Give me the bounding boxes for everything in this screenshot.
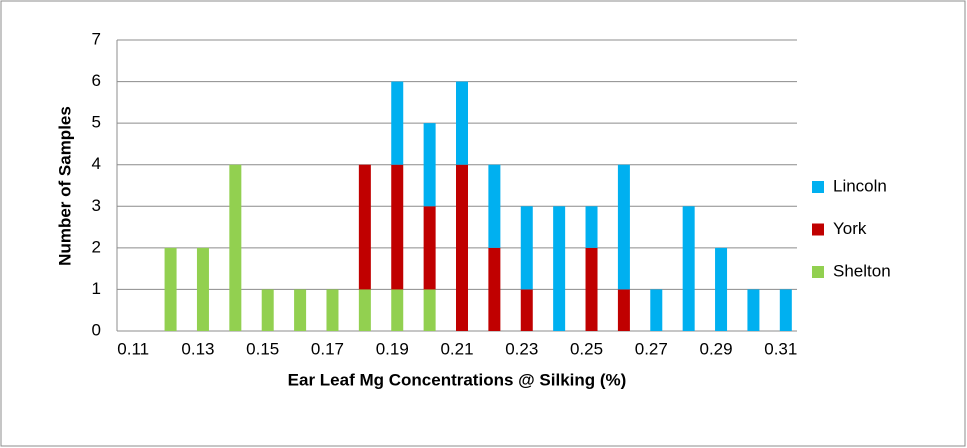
bar-segment [650, 289, 663, 331]
bar-segment [261, 289, 274, 331]
x-tick-label: 0.11 [117, 339, 149, 358]
y-tick-label: 2 [92, 237, 101, 256]
x-axis-label: Ear Leaf Mg Concentrations @ Silking (%) [288, 370, 627, 389]
bar-segment [391, 81, 404, 165]
y-tick-label: 5 [92, 113, 101, 132]
y-axis-label: Number of Samples [55, 106, 74, 266]
x-tick-label: 0.23 [505, 339, 538, 358]
legend-swatch [812, 181, 824, 193]
bar-segment [520, 206, 533, 290]
x-tick-label: 0.27 [635, 339, 668, 358]
x-tick-label: 0.25 [570, 339, 603, 358]
bar-segment [617, 164, 630, 290]
y-tick-label: 6 [92, 71, 101, 90]
bar-segment [196, 247, 209, 331]
bar-segment [164, 247, 177, 331]
bar-segment [229, 164, 242, 331]
x-tick-label: 0.17 [311, 339, 344, 358]
bar-segment [747, 289, 760, 331]
y-tick-label: 4 [92, 154, 101, 173]
bar-segment [488, 164, 501, 248]
bar-segment [391, 164, 404, 290]
bar-segment [423, 123, 436, 207]
bar-segment [358, 164, 371, 290]
bar-segment [553, 206, 566, 331]
bar-segment [456, 164, 468, 331]
bar-segment [358, 289, 371, 331]
bar-segment [294, 289, 307, 331]
legend-swatch [812, 223, 824, 236]
legend-label: Lincoln [833, 176, 887, 195]
bar-segment [391, 289, 404, 331]
bar-segment [488, 247, 501, 331]
bar-segment [715, 247, 728, 331]
bar-segment [617, 289, 630, 331]
bar-segment [423, 289, 436, 331]
bar-segment [520, 289, 533, 331]
bar-segment [585, 247, 598, 331]
bar-segment [326, 289, 339, 331]
legend-label: York [833, 219, 867, 238]
y-tick-label: 7 [92, 29, 101, 48]
y-tick-label: 3 [92, 196, 101, 215]
x-tick-label: 0.19 [376, 339, 409, 358]
x-tick-label: 0.31 [764, 339, 797, 358]
bar-segment [682, 206, 695, 331]
legend-label: Shelton [833, 261, 891, 280]
bar-segment [779, 289, 792, 331]
x-tick-label: 0.15 [246, 339, 279, 358]
x-tick-label: 0.21 [440, 339, 473, 358]
x-tick-label: 0.29 [700, 339, 733, 358]
legend-swatch [812, 266, 824, 278]
y-tick-label: 0 [92, 320, 101, 339]
x-tick-label: 0.13 [181, 339, 214, 358]
y-tick-label: 1 [92, 279, 101, 298]
bar-segment [585, 206, 598, 248]
bar-segment [423, 206, 436, 290]
bar-segment [456, 81, 468, 165]
